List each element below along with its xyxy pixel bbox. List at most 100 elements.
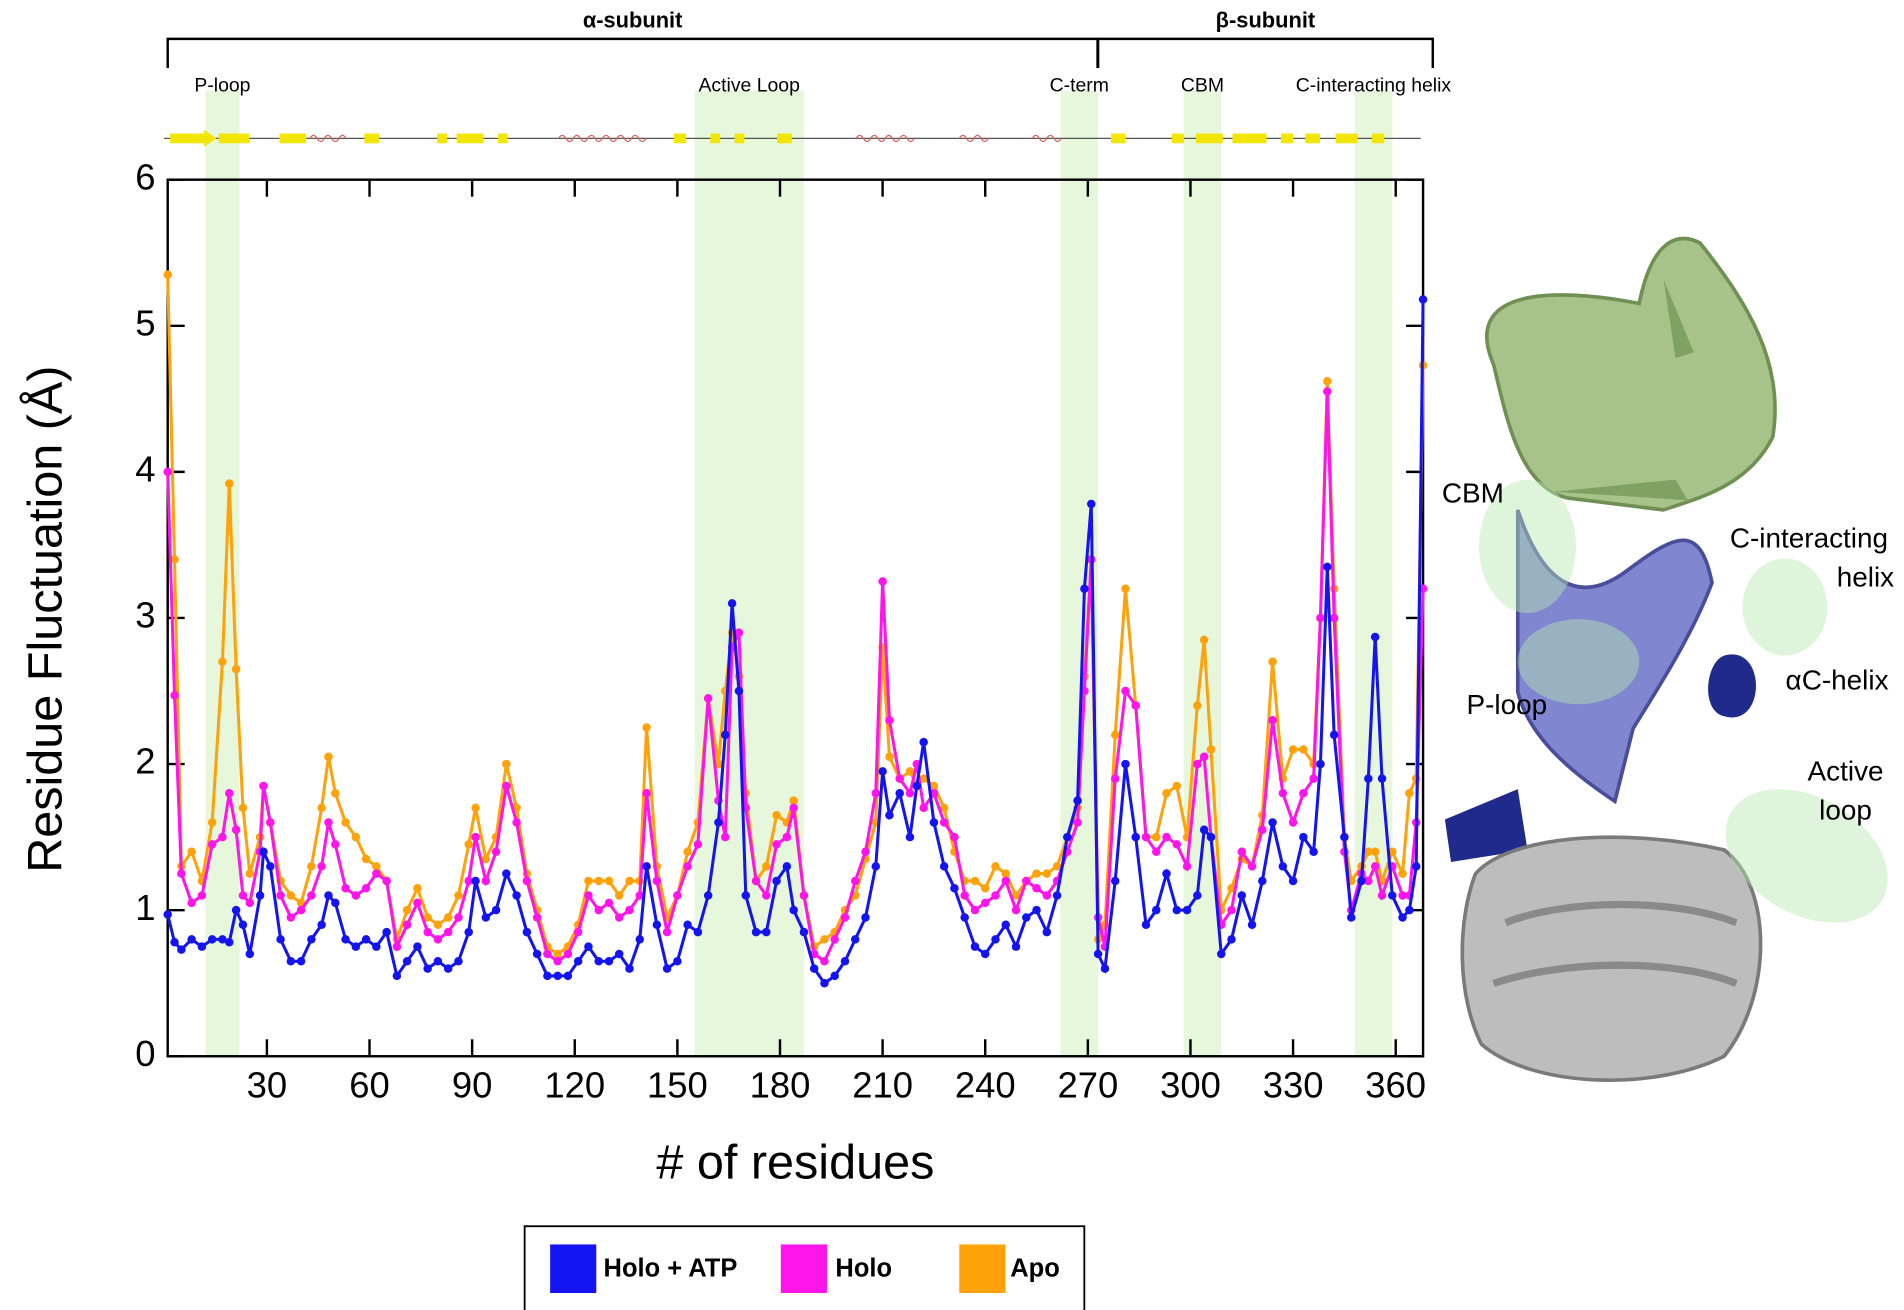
data-point xyxy=(693,927,703,937)
data-point xyxy=(1398,913,1407,922)
structure-label: helix xyxy=(1837,561,1894,592)
data-point xyxy=(1323,387,1332,396)
x-tick-label: 180 xyxy=(750,1064,811,1105)
data-point xyxy=(683,847,692,856)
y-tick-label: 3 xyxy=(135,595,155,636)
data-point xyxy=(1217,949,1226,959)
data-point xyxy=(1141,832,1151,842)
data-point xyxy=(341,935,350,944)
data-point xyxy=(259,781,268,791)
data-point xyxy=(1032,883,1041,893)
data-point xyxy=(1357,876,1366,886)
y-tick-label: 1 xyxy=(135,887,155,928)
data-point xyxy=(433,920,443,930)
data-point xyxy=(772,810,781,820)
data-point xyxy=(734,628,744,637)
data-point xyxy=(885,752,894,762)
data-point xyxy=(481,854,491,864)
data-point xyxy=(721,832,730,842)
data-point xyxy=(1288,745,1298,754)
data-point xyxy=(1377,891,1387,900)
data-point xyxy=(929,781,939,791)
data-point xyxy=(392,942,402,951)
data-point xyxy=(502,781,511,791)
data-point xyxy=(1001,869,1010,878)
data-point xyxy=(1011,905,1021,915)
data-point xyxy=(1278,862,1288,871)
data-point xyxy=(1227,935,1236,944)
data-point xyxy=(594,957,603,966)
data-point xyxy=(286,913,296,922)
data-point xyxy=(543,971,552,981)
data-point xyxy=(307,891,316,900)
data-point xyxy=(276,891,285,900)
subunit-label: β-subunit xyxy=(1216,8,1315,33)
data-point xyxy=(1206,832,1216,842)
data-point xyxy=(324,752,333,762)
data-point xyxy=(1323,562,1332,572)
data-point xyxy=(1364,774,1373,783)
data-point xyxy=(331,789,340,798)
data-point xyxy=(1042,869,1052,878)
data-point xyxy=(1042,927,1052,937)
data-point xyxy=(1309,847,1318,856)
data-point xyxy=(1193,759,1202,769)
data-point xyxy=(351,942,361,951)
data-point xyxy=(296,957,306,966)
data-point xyxy=(635,891,644,900)
subunit-bracket xyxy=(1096,37,1434,68)
data-point xyxy=(782,862,792,871)
data-point xyxy=(905,767,915,776)
structure-label: loop xyxy=(1819,795,1872,826)
data-point xyxy=(1299,789,1308,798)
data-point xyxy=(502,869,511,878)
data-point xyxy=(1011,942,1021,951)
data-point xyxy=(1247,862,1257,871)
data-point xyxy=(231,825,241,835)
data-point xyxy=(614,949,624,959)
x-tick-label: 60 xyxy=(349,1064,390,1105)
data-point xyxy=(625,905,634,915)
data-point xyxy=(642,723,651,732)
data-point xyxy=(361,883,371,893)
y-tick-label: 6 xyxy=(135,156,155,197)
data-point xyxy=(372,942,381,951)
data-point xyxy=(443,927,453,937)
data-point xyxy=(604,898,614,908)
data-point xyxy=(177,945,186,954)
data-point xyxy=(652,920,662,930)
data-point xyxy=(970,876,980,886)
data-point xyxy=(584,876,593,886)
data-point xyxy=(799,891,809,900)
data-point xyxy=(1364,847,1373,856)
region-label: P-loop xyxy=(194,74,250,96)
data-point xyxy=(820,935,829,944)
data-point xyxy=(1364,876,1373,886)
data-point xyxy=(683,862,692,871)
data-point xyxy=(789,803,798,813)
data-point xyxy=(939,862,949,871)
data-point xyxy=(1052,862,1062,871)
data-point xyxy=(772,876,781,886)
data-point xyxy=(1299,832,1308,842)
data-point xyxy=(1011,891,1021,900)
structure-label: CBM xyxy=(1442,478,1504,509)
data-point xyxy=(225,789,234,798)
data-point xyxy=(1398,891,1407,900)
data-point xyxy=(1193,701,1202,710)
data-point xyxy=(324,818,333,827)
data-point xyxy=(491,905,501,915)
data-point xyxy=(939,818,949,827)
data-point xyxy=(1162,789,1171,798)
data-point xyxy=(594,905,603,915)
data-point xyxy=(919,774,928,783)
data-point xyxy=(471,803,480,813)
data-point xyxy=(382,876,391,886)
data-point xyxy=(1388,891,1397,900)
subunit-bracket xyxy=(166,37,1099,68)
data-point xyxy=(980,883,990,893)
data-point xyxy=(402,920,412,930)
data-point xyxy=(331,840,340,849)
data-point xyxy=(642,862,651,871)
data-point xyxy=(187,847,196,856)
